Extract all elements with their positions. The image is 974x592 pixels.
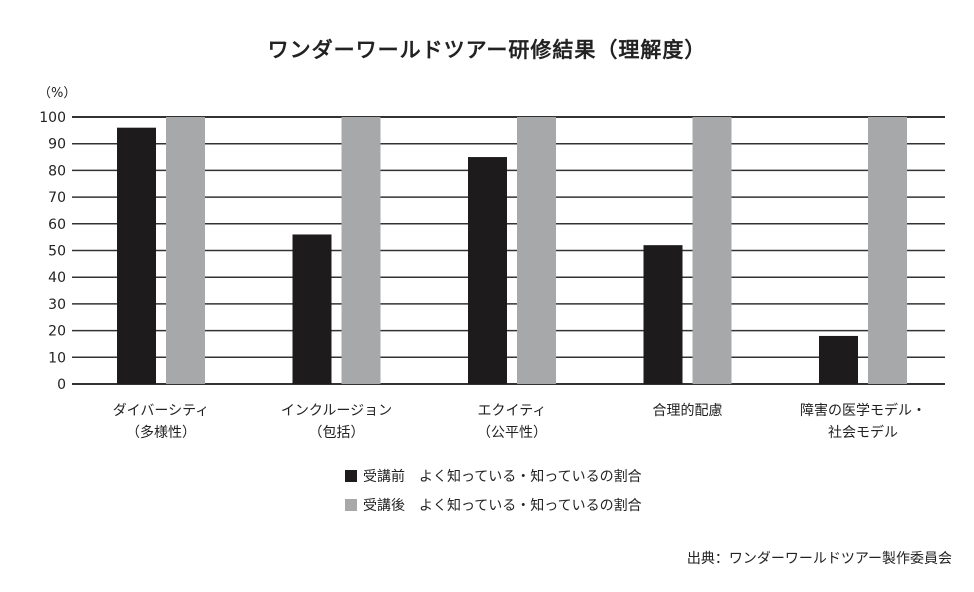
legend-item-before: 受講前 よく知っている・知っているの割合 — [345, 466, 642, 486]
y-tick-label: 90 — [48, 137, 66, 153]
y-tick-label: 100 — [39, 110, 66, 126]
bar-chart: 0 10 20 30 40 50 60 70 80 90 100 — [39, 110, 945, 393]
bar-before — [468, 157, 507, 384]
x-tick-label-line: （多様性） — [126, 425, 196, 441]
x-tick-label-line: 社会モデル — [828, 425, 898, 441]
y-tick-label: 30 — [48, 297, 66, 313]
bar-after — [868, 117, 907, 384]
y-tick-label: 50 — [48, 244, 66, 260]
bar-after — [692, 117, 732, 384]
x-tick-label-line: インクルージョン — [280, 403, 393, 419]
legend-swatch-before — [345, 470, 357, 482]
legend-label-before: 受講前 よく知っている・知っているの割合 — [363, 469, 642, 485]
bar-before — [643, 245, 683, 384]
x-tick-label-line: （包括） — [308, 425, 365, 441]
bar-after — [517, 117, 556, 384]
chart-title: ワンダーワールドツアー研修結果（理解度） — [267, 38, 707, 62]
bar-before — [819, 335, 858, 384]
y-axis-unit: （%） — [38, 86, 77, 101]
x-tick-label: エクイティ （公平性） — [427, 400, 597, 444]
legend-label-after: 受講後 よく知っている・知っているの割合 — [363, 498, 642, 514]
x-tick-label-line: エクイティ — [477, 403, 547, 419]
y-tick-label: 80 — [48, 163, 66, 179]
y-tick-label: 0 — [57, 377, 66, 393]
x-tick-label-line: 障害の医学モデル・ — [800, 403, 926, 419]
bar-after — [341, 117, 381, 384]
x-tick-label: 障害の医学モデル・ 社会モデル — [778, 400, 948, 444]
x-tick-label-line — [603, 422, 773, 444]
legend-swatch-after — [345, 499, 357, 511]
y-tick-label: 10 — [48, 350, 66, 366]
x-tick-label: ダイバーシティ （多様性） — [76, 400, 246, 444]
y-tick-label: 40 — [48, 270, 66, 286]
legend-item-after: 受講後 よく知っている・知っているの割合 — [345, 495, 642, 515]
x-tick-label-line: （公平性） — [477, 425, 547, 441]
x-tick-label-line: 合理的配慮 — [652, 403, 723, 419]
x-tick-label: インクルージョン （包括） — [252, 400, 422, 444]
bar-before — [292, 234, 332, 384]
source-note: 出典：ワンダーワールドツアー製作委員会 — [686, 551, 952, 567]
x-tick-label: 合理的配慮 — [603, 400, 773, 444]
y-tick-label: 60 — [48, 217, 66, 233]
y-tick-label: 70 — [48, 190, 66, 206]
bar-before — [117, 127, 156, 385]
x-tick-label-line: ダイバーシティ — [112, 403, 210, 419]
bar-after — [166, 117, 205, 384]
y-tick-label: 20 — [48, 324, 66, 340]
